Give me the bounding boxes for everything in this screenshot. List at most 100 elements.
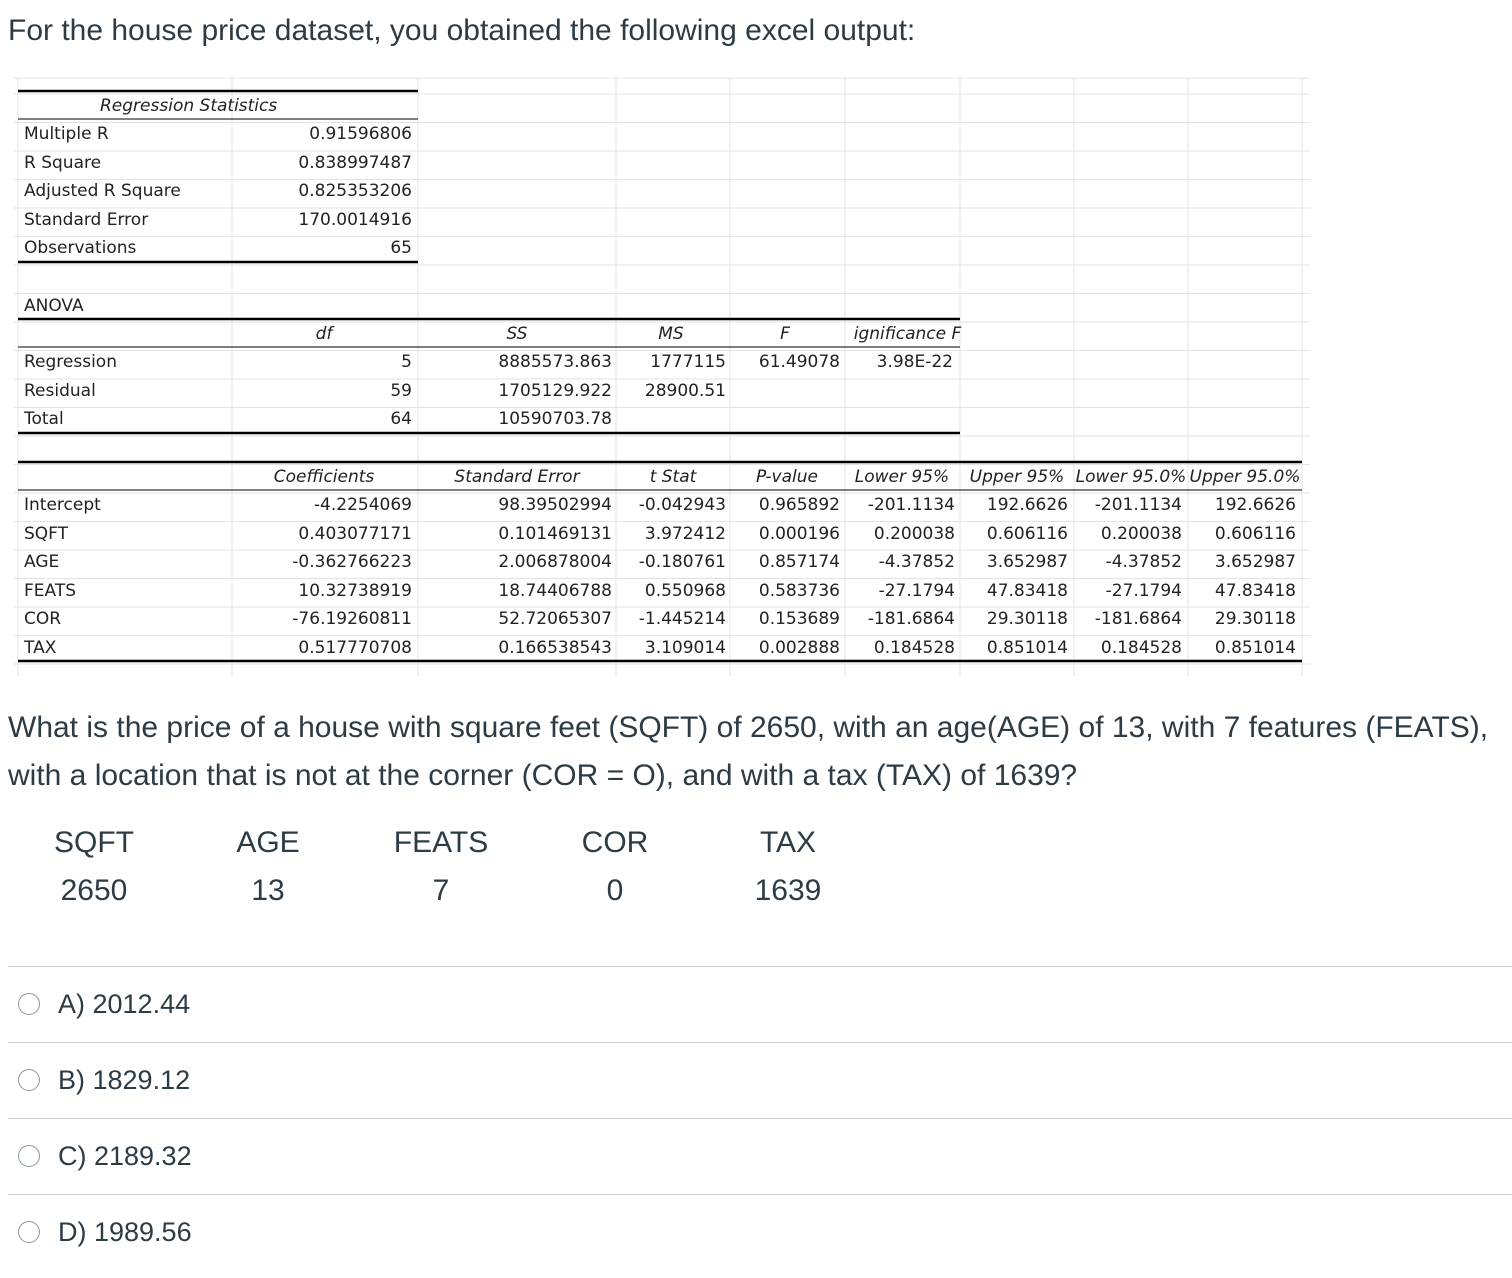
question-intro: For the house price dataset, you obtaine… [8,14,916,47]
coef-cell: 0.606116 [986,523,1068,544]
anova-row-label: Total [24,409,64,429]
radio-button[interactable] [18,1145,40,1167]
coef-header: Lower 95% [854,467,950,487]
coef-cell: -181.6864 [1094,609,1182,629]
anova-cell-ss: 1705129.922 [498,380,612,401]
answer-label: C) 2189.32 [58,1140,192,1171]
radio-button[interactable] [18,993,40,1015]
coef-cell: -201.1134 [1094,495,1182,515]
question-text: What is the price of a house with square… [8,711,1489,792]
answer-option-a[interactable]: A) 2012.44 [18,984,190,1024]
anova-cell-f: 61.49078 [758,352,840,372]
coef-cell: 192.6626 [986,495,1068,515]
anova-cell-ss: 8885573.863 [498,352,612,372]
coef-cell: 0.153689 [758,609,840,629]
answer-option-b[interactable]: B) 1829.12 [18,1060,190,1100]
coef-cell: -0.042943 [638,495,726,515]
coef-cell: 0.184528 [873,637,955,658]
reg-stat-value: 0.838997487 [298,152,412,173]
divider [8,1118,1512,1119]
coef-row-label: COR [24,609,62,629]
anova-header: MS [658,324,684,344]
coef-row-label: AGE [24,552,60,572]
values-header-sqft: SQFT [54,826,134,859]
values-cell-feats: 7 [432,874,450,907]
coef-cell: 47.83418 [1214,580,1296,601]
coef-cell: 3.652987 [986,552,1068,572]
coef-cell: -0.180761 [638,552,726,572]
anova-row-label: Regression [24,352,117,372]
coef-header: Standard Error [454,467,580,487]
coef-cell: 0.002888 [758,637,840,658]
coef-cell: 52.72065307 [498,609,612,629]
coef-cell: -0.362766223 [292,552,412,572]
coef-cell: -27.1794 [1105,580,1182,601]
values-header-tax: TAX [759,826,817,859]
answer-label: D) 1989.56 [58,1216,192,1247]
excel-output: Regression Statistics Multiple R 0.9159680… [0,76,1512,680]
values-cell-cor: 0 [606,874,624,907]
coef-cell: 0.606116 [1214,523,1296,544]
reg-stat-value: 0.825353206 [298,181,412,201]
coef-header: Upper 95.0% [1189,467,1301,487]
coef-cell: 29.30118 [1214,609,1296,629]
coef-cell: 0.550968 [644,580,726,601]
values-cell-sqft: 2650 [60,874,128,907]
anova-row-label: Residual [24,380,96,401]
coef-cell: 3.652987 [1214,552,1296,572]
coef-cell: 18.74406788 [498,580,612,601]
reg-stat-value: 65 [390,238,412,258]
coef-cell: 0.583736 [758,580,840,601]
anova-cell-df: 5 [401,352,412,372]
reg-stat-value: 170.0014916 [298,209,412,230]
radio-button[interactable] [18,1069,40,1091]
regression-statistics-title: Regression Statistics [100,96,278,116]
anova-cell-ss: 10590703.78 [498,409,612,429]
coef-cell: 0.851014 [986,637,1068,658]
coef-cell: -4.37852 [1105,552,1182,572]
coef-cell: 10.32738919 [298,580,412,601]
coef-cell: 0.857174 [758,552,840,572]
coef-cell: 0.200038 [873,523,955,544]
coef-cell: -1.445214 [638,609,726,629]
anova-cell-ms: 1777115 [650,352,726,372]
coef-cell: 3.972412 [644,523,726,544]
coef-cell: 29.30118 [986,609,1068,629]
coef-header: Coefficients [273,467,375,487]
radio-button[interactable] [18,1221,40,1243]
coef-header: t Stat [649,467,697,487]
values-header-cor: COR [581,826,649,859]
anova-header: df [315,324,333,344]
divider [8,966,1512,967]
divider [8,1042,1512,1043]
coef-cell: -181.6864 [867,609,955,629]
reg-stat-label: Standard Error [24,209,149,230]
coef-row-label: SQFT [24,523,69,544]
anova-cell-df: 59 [390,380,412,401]
divider [8,1194,1512,1195]
anova-cell-sig: 3.98E-22 [876,352,953,372]
coef-cell: 0.200038 [1100,523,1182,544]
coef-cell: 0.851014 [1214,637,1296,658]
reg-stat-label: Observations [24,238,137,258]
coef-cell: -201.1134 [867,495,955,515]
answer-option-c[interactable]: C) 2189.32 [18,1136,192,1176]
values-header-age: AGE [236,826,300,859]
anova-header: F [780,324,790,344]
answer-label: B) 1829.12 [58,1064,191,1095]
anova-header: ignificance F [853,324,962,344]
coef-cell: 0.000196 [758,523,840,544]
coef-header: Lower 95.0% [1075,467,1187,487]
anova-cell-ms: 28900.51 [644,380,726,401]
coef-row-label: TAX [24,637,57,658]
coef-row-label: Intercept [24,495,101,515]
coef-cell: 0.965892 [758,495,840,515]
coef-cell: -76.19260811 [292,609,412,629]
anova-cell-df: 64 [390,409,412,429]
coef-cell: 0.184528 [1100,637,1182,658]
coef-cell: -4.2254069 [313,495,412,515]
reg-stat-label: R Square [24,152,102,173]
coef-cell: -4.37852 [878,552,955,572]
reg-stat-label: Multiple R [24,124,109,144]
answer-option-d[interactable]: D) 1989.56 [18,1212,192,1252]
